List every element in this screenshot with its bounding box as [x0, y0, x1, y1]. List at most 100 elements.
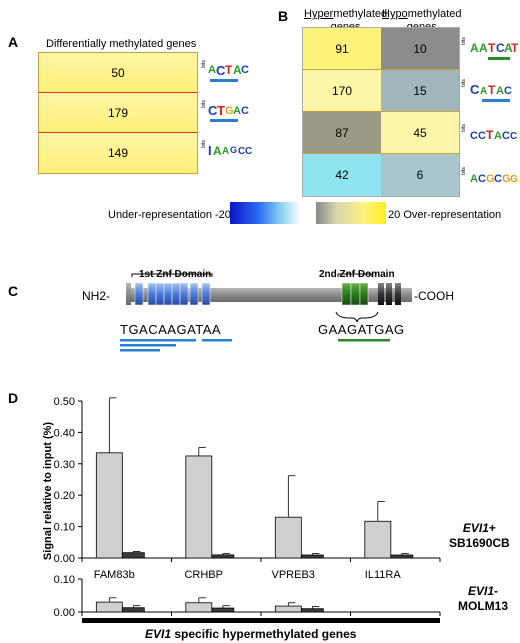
- svg-text:A: A: [504, 41, 513, 55]
- svg-text:C: C: [470, 82, 480, 97]
- panel-b-label: B: [278, 8, 289, 24]
- xlabel-italic: EVI1: [145, 627, 172, 641]
- data-bar: [274, 605, 302, 613]
- scale-max: 20: [388, 209, 401, 221]
- protein-segment: [386, 283, 392, 305]
- panel-b-hypo-cell: 45: [381, 112, 459, 153]
- svg-text:A: A: [233, 105, 241, 117]
- protein-nterm: NH2-: [82, 289, 111, 303]
- motif-logo: bits A A T C A T: [461, 30, 518, 60]
- x-category-label: VPREB3: [272, 569, 315, 581]
- panel-d-ylabel: Signal relative to input (%): [42, 421, 54, 561]
- data-bar: [364, 520, 392, 559]
- svg-text:C: C: [478, 130, 486, 142]
- panel-d-label: D: [8, 390, 19, 406]
- motif-logo: bits C T G A C: [200, 95, 254, 122]
- motif-logo-graphic: C T G A C: [208, 103, 249, 122]
- panel-b-hyper-cell: 91: [303, 28, 381, 69]
- y-tick-label: 0.40: [54, 427, 75, 439]
- x-category-label: CRHBP: [184, 569, 223, 581]
- motif-logo-graphic: I A A G C C: [208, 143, 252, 158]
- panel-b-row: 91 10: [303, 28, 459, 70]
- motif-logo: bits I A A G C C: [200, 135, 254, 161]
- panel-b-hyper-cell: 42: [303, 154, 381, 196]
- panel-b-row: 87 45: [303, 112, 459, 154]
- protein-segment: [395, 283, 401, 305]
- data-bar: [95, 452, 123, 559]
- panel-a-label: A: [8, 34, 19, 50]
- data-bar: [185, 455, 213, 559]
- scale-warm-bar: [316, 202, 386, 224]
- panel-b-row: 42 6: [303, 154, 459, 196]
- svg-text:C: C: [496, 41, 505, 55]
- svg-text:A: A: [479, 41, 488, 55]
- panel-b-hypo-cell: 10: [381, 28, 459, 69]
- y-tick-label: 0.50: [54, 396, 75, 408]
- svg-text:A: A: [480, 86, 487, 97]
- panel-b-row: 170 15: [303, 70, 459, 112]
- panel-a-table: 50 179 149: [38, 52, 198, 174]
- seq1-underline: [120, 344, 176, 347]
- bottom-label-italic: EVI1: [468, 584, 495, 598]
- seq1-underline: [202, 339, 232, 342]
- scale-over-label: 20 Over-representation: [388, 209, 501, 221]
- motif-logo: bits A C G C G G: [461, 160, 518, 190]
- panel-d-bottom-label: EVI1- MOLM13: [458, 584, 508, 614]
- panel-a-cell: 149: [39, 133, 197, 173]
- panel-c-label: C: [8, 283, 19, 299]
- y-tick-label: 0.00: [54, 553, 75, 565]
- hyper-prefix: Hyper: [304, 8, 334, 20]
- svg-text:C: C: [241, 64, 249, 76]
- y-tick-label: 0.10: [54, 522, 75, 534]
- svg-text:T: T: [486, 128, 494, 142]
- scale-under-text: Under-representation: [108, 209, 212, 221]
- top-label-line2: SB1690CB: [449, 536, 510, 550]
- gene-group-bar: [82, 618, 440, 623]
- seq1-underline: [120, 349, 160, 352]
- motif-logo: bits C C T A C C: [461, 117, 518, 147]
- data-bar: [185, 602, 213, 613]
- bottom-label-sign: -: [494, 584, 499, 598]
- svg-text:C: C: [238, 146, 245, 157]
- svg-text:T: T: [488, 83, 496, 97]
- svg-text:G: G: [502, 173, 511, 185]
- svg-text:A: A: [208, 64, 216, 76]
- data-bar: [121, 607, 145, 613]
- seq1: TGACAAGATAA: [120, 322, 222, 337]
- svg-text:A: A: [470, 173, 478, 185]
- bottom-label-line2: MOLM13: [458, 599, 509, 613]
- svg-text:C: C: [241, 105, 249, 117]
- seq2: GAAGATGAG: [318, 322, 405, 337]
- svg-text:A: A: [222, 146, 229, 157]
- y-tick-label: 0.30: [54, 459, 75, 471]
- y-tick-label: 0.00: [54, 607, 75, 619]
- hypo-rest: methylated: [407, 8, 462, 20]
- domain2-brace: [335, 311, 379, 323]
- data-bar: [211, 607, 235, 613]
- y-tick-label: 0.20: [54, 490, 75, 502]
- top-label-sign: +: [488, 521, 496, 535]
- scale-min: -20: [215, 209, 231, 221]
- svg-text:T: T: [511, 41, 518, 55]
- data-bar: [390, 554, 414, 559]
- panel-d-xlabel: EVI1 specific hypermethylated genes: [145, 627, 356, 641]
- scale-under-label: Under-representation -20: [108, 209, 231, 221]
- svg-text:G: G: [230, 145, 237, 155]
- x-category-label: FAM83b: [94, 569, 135, 581]
- domain1-label: 1st Znf Domain: [139, 269, 212, 280]
- data-bar: [300, 608, 324, 613]
- svg-text:A: A: [494, 130, 502, 142]
- znf-domain-1: [134, 282, 211, 306]
- xlabel-rest: specific hypermethylated genes: [171, 627, 357, 641]
- seq2-underline: [338, 339, 390, 342]
- data-bar: [211, 554, 235, 559]
- svg-text:C: C: [245, 146, 252, 157]
- svg-text:C: C: [504, 85, 512, 97]
- svg-text:C: C: [470, 130, 478, 142]
- motif-logo: bits A C T A C: [200, 55, 254, 82]
- svg-text:A: A: [233, 63, 242, 77]
- scale-over-text: Over-representation: [403, 209, 502, 221]
- svg-text:A: A: [213, 144, 222, 158]
- panel-b-hypo-cell: 6: [381, 154, 459, 196]
- svg-text:C: C: [208, 103, 218, 118]
